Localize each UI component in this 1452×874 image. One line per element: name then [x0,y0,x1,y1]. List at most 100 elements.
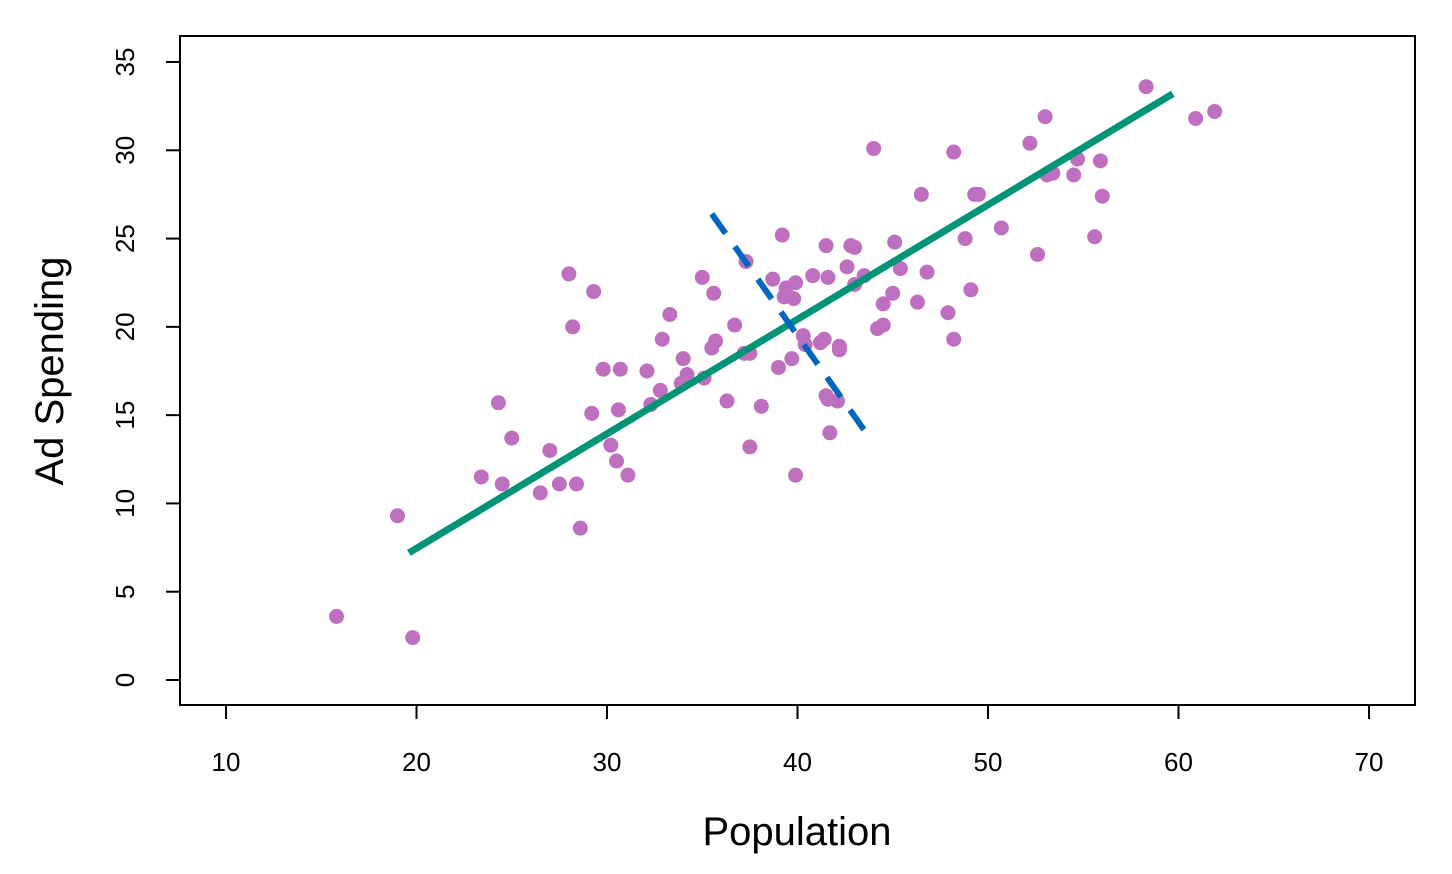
y-tick-label: 35 [110,48,140,77]
data-point [784,351,800,367]
data-point [887,234,903,250]
data-point [1138,79,1154,95]
data-point [1092,153,1108,169]
data-point [494,476,510,492]
data-point [946,144,962,160]
data-point [910,294,926,310]
data-point [561,266,577,282]
data-point [818,238,834,254]
data-point [753,398,769,414]
x-tick-label: 20 [402,747,431,777]
data-point [1022,135,1038,151]
data-point [551,476,567,492]
x-axis-title: Population [702,810,891,854]
data-point [957,231,973,247]
data-point [639,363,655,379]
data-point [612,361,628,377]
data-point [786,291,802,307]
x-tick-label: 70 [1355,747,1384,777]
data-point [542,442,558,458]
data-point [919,264,935,280]
x-tick-label: 30 [593,747,622,777]
data-point [946,331,962,347]
data-point [572,520,588,536]
data-point [831,342,847,358]
y-tick-label: 20 [110,312,140,341]
data-point [679,367,695,383]
data-point [1037,109,1053,125]
data-point [654,331,670,347]
data-point [774,227,790,243]
data-points [328,79,1223,646]
data-point [727,317,743,333]
data-point [940,305,956,321]
data-point [586,284,602,300]
y-axis: 0 5 10 15 20 25 30 35 [110,48,181,687]
data-point [706,285,722,301]
data-point [913,186,929,202]
x-tick-label: 40 [783,747,812,777]
data-point [847,239,863,255]
data-point [1094,188,1110,204]
data-point [473,469,489,485]
x-axis: 10 20 30 40 50 60 70 [212,704,1384,777]
data-point [970,186,986,202]
data-point [490,395,506,411]
data-point [822,425,838,441]
data-point [742,439,758,455]
data-point [708,333,724,349]
x-tick-label: 10 [212,747,241,777]
data-point [1066,167,1082,183]
y-tick-label: 15 [110,401,140,430]
y-tick-label: 25 [110,224,140,253]
data-point [820,269,836,285]
data-point [765,271,781,287]
data-point [770,359,786,375]
data-point [719,393,735,409]
data-point [875,317,891,333]
data-point [662,306,678,322]
data-point [405,630,421,646]
data-point [805,268,821,284]
data-point [584,405,600,421]
data-point [788,467,804,483]
data-point [389,508,405,524]
data-point [875,296,891,312]
data-point [620,467,636,483]
data-point [504,430,520,446]
data-point [565,319,581,335]
data-point [788,275,804,291]
data-point [1030,246,1046,262]
data-point [609,453,625,469]
data-point [610,402,626,418]
data-point [1207,103,1223,119]
data-point [1188,111,1204,127]
y-tick-label: 30 [110,136,140,165]
x-tick-label: 60 [1164,747,1193,777]
data-point [993,220,1009,236]
data-point [328,608,344,624]
data-point [694,269,710,285]
x-tick-label: 50 [974,747,1003,777]
data-point [839,259,855,275]
data-point [885,285,901,301]
data-point [595,361,611,377]
perpendicular-dashed-line [709,212,869,435]
data-point [652,382,668,398]
y-tick-label: 10 [110,489,140,518]
data-point [603,437,619,453]
data-point [569,476,585,492]
data-point [963,282,979,298]
data-point [816,331,832,347]
data-point [675,351,691,367]
data-point [892,261,908,277]
data-point [830,393,846,409]
data-point [866,141,882,157]
y-tick-label: 5 [110,584,140,598]
data-point [532,485,548,501]
y-tick-label: 0 [110,673,140,687]
plot-frame [179,35,1416,706]
data-point [1087,229,1103,245]
fit-lines [407,90,1175,556]
